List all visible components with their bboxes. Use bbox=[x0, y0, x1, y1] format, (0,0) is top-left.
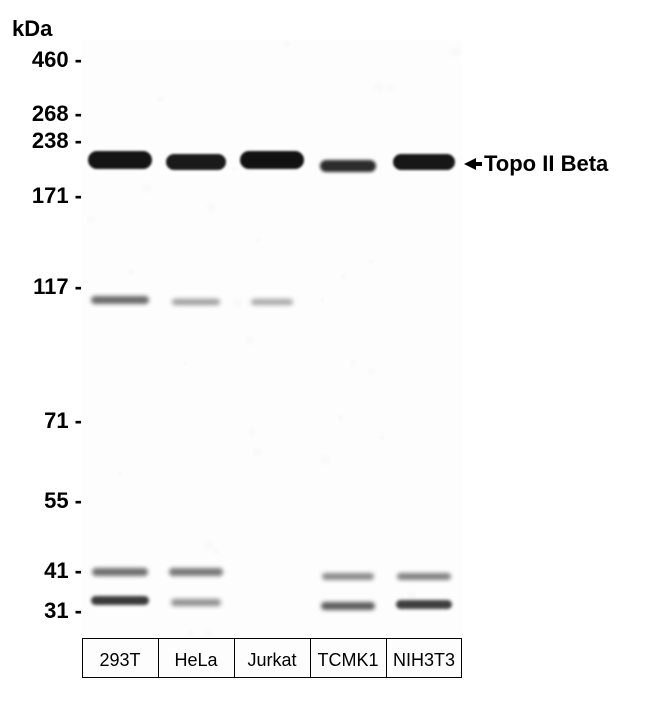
mw-label: 55 - bbox=[0, 488, 82, 514]
blot-band bbox=[240, 151, 304, 169]
mw-label: 238 - bbox=[0, 128, 82, 154]
blot-band bbox=[321, 602, 375, 610]
band-arrow-label: Topo II Beta bbox=[484, 151, 608, 177]
lane-label: 293T bbox=[82, 650, 158, 671]
blot-band bbox=[322, 573, 374, 580]
mw-label: 171 - bbox=[0, 183, 82, 209]
mw-label: 268 - bbox=[0, 101, 82, 127]
lane-label: Jurkat bbox=[234, 650, 310, 671]
blot-band bbox=[171, 599, 221, 606]
lane-label: NIH3T3 bbox=[386, 650, 462, 671]
blot-band bbox=[91, 296, 149, 304]
lane-label: HeLa bbox=[158, 650, 234, 671]
mw-label: 41 - bbox=[0, 558, 82, 584]
blot-band bbox=[320, 160, 376, 172]
blot-band bbox=[91, 596, 149, 605]
band-arrow-shaft bbox=[476, 162, 482, 166]
mw-label: 460 - bbox=[0, 47, 82, 73]
blot-band bbox=[169, 568, 223, 576]
band-arrow-head bbox=[464, 158, 476, 170]
blot-membrane bbox=[82, 40, 462, 680]
blot-band bbox=[166, 154, 226, 170]
lane-label: TCMK1 bbox=[310, 650, 386, 671]
blot-band bbox=[396, 600, 452, 609]
blot-figure: kDa Topo II Beta 460 - 268 -238 - 171 - 117… bbox=[0, 0, 650, 709]
blot-band bbox=[172, 299, 220, 305]
mw-label: 31 - bbox=[0, 598, 82, 624]
blot-band bbox=[88, 151, 152, 169]
mw-label: 71 - bbox=[0, 408, 82, 434]
blot-band bbox=[251, 299, 293, 305]
blot-band bbox=[92, 568, 148, 576]
blot-band bbox=[397, 573, 451, 580]
mw-label: 117 - bbox=[0, 274, 82, 300]
blot-band bbox=[393, 154, 455, 170]
axis-title: kDa bbox=[12, 16, 52, 42]
